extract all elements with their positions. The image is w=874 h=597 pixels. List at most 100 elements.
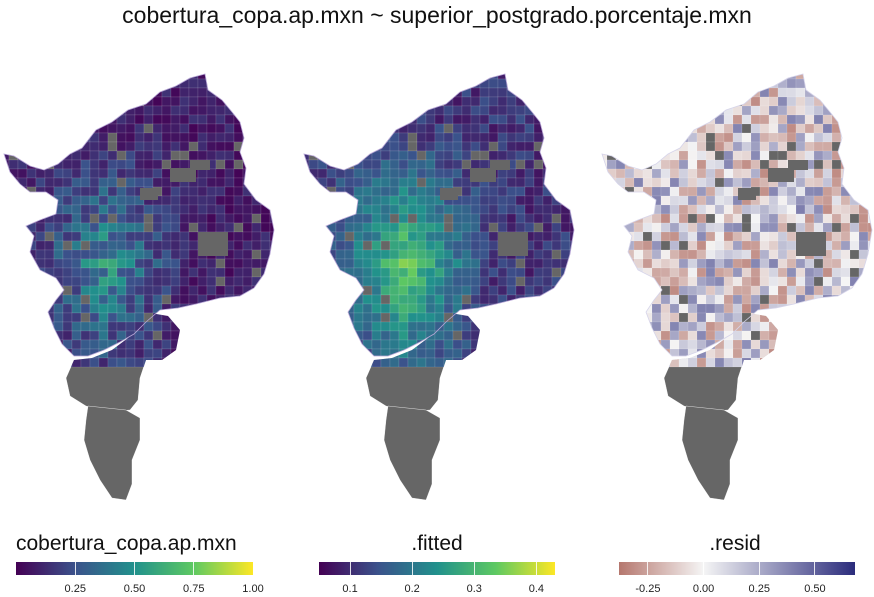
district-polygon [849,294,860,305]
colorbar-tick [74,562,76,575]
district-polygon [858,276,869,287]
district-polygon [224,204,235,215]
district-polygon [831,177,842,188]
district-polygon [170,78,181,89]
district-polygon [479,123,490,134]
district-polygon [260,348,271,359]
district-polygon [741,348,752,359]
district-polygon [224,312,235,323]
district-polygon [4,132,10,143]
district-polygon [251,330,262,341]
district-polygon [615,141,626,152]
district-polygon [822,276,833,287]
district-polygon [696,213,707,224]
district-polygon [602,249,608,260]
district-polygon [858,231,869,242]
district-polygon [215,114,226,125]
district-polygon [233,285,244,296]
district-polygon [602,348,608,359]
district-polygon [822,348,833,359]
district-polygon [488,150,499,161]
district-polygon [143,114,154,125]
district-polygon [170,105,181,116]
district-polygon [242,222,253,233]
district-polygon [551,339,562,350]
district-polygon [425,357,436,368]
district-polygon [152,321,163,332]
district-polygon [750,114,761,125]
district-polygon [279,340,288,349]
district-polygon [251,294,262,305]
district-polygon [143,258,154,269]
district-polygon [170,276,181,287]
district-polygon [533,74,544,80]
district-polygon [44,267,55,278]
district-polygon [741,87,752,98]
district-polygon [371,303,382,314]
district-polygon [143,339,154,350]
district-polygon [425,177,436,188]
district-polygon [353,195,364,206]
district-polygon [795,312,806,323]
district-polygon [89,294,100,305]
district-polygon [17,114,28,125]
district-polygon [179,285,190,296]
district-polygon [723,312,734,323]
district-polygon [741,330,752,341]
district-polygon [407,87,418,98]
district-polygon [398,123,409,134]
district-polygon [161,78,172,89]
district-polygon [705,240,716,251]
district-polygon [89,312,100,323]
district-polygon [26,321,37,332]
district-polygon [134,249,145,260]
district-polygon [89,258,100,269]
colorbar-tick [252,562,254,575]
district-polygon [705,222,716,233]
district-polygon [206,168,217,179]
district-polygon [569,276,574,287]
na-region [60,130,74,140]
district-polygon [669,195,680,206]
district-polygon [8,231,19,242]
district-polygon [705,186,716,197]
district-polygon [371,276,382,287]
district-polygon [497,330,508,341]
district-polygon [660,186,671,197]
district-polygon [579,313,588,322]
district-polygon [732,267,743,278]
district-polygon [44,276,55,287]
district-polygon [389,285,400,296]
district-polygon [98,240,109,251]
district-polygon [197,123,208,134]
district-polygon [732,330,743,341]
district-polygon [714,96,725,107]
na-region [788,160,808,170]
district-polygon [849,114,860,125]
district-polygon [660,231,671,242]
district-polygon [308,339,319,350]
district-polygon [116,168,127,179]
district-polygon [461,132,472,143]
district-polygon [569,267,574,278]
district-polygon [804,74,815,80]
district-polygon [615,231,626,242]
district-polygon [260,240,271,251]
district-polygon [170,150,181,161]
district-polygon [362,78,373,89]
district-polygon [602,357,608,368]
district-polygon [750,150,761,161]
district-polygon [98,132,109,143]
district-polygon [260,231,271,242]
district-polygon [515,74,526,80]
na-region [440,188,458,200]
district-polygon [560,114,571,125]
district-polygon [669,285,680,296]
district-polygon [389,204,400,215]
district-polygon [17,231,28,242]
district-polygon [687,303,698,314]
district-polygon [443,276,454,287]
district-polygon [602,96,608,107]
district-polygon [170,96,181,107]
district-polygon [116,258,127,269]
